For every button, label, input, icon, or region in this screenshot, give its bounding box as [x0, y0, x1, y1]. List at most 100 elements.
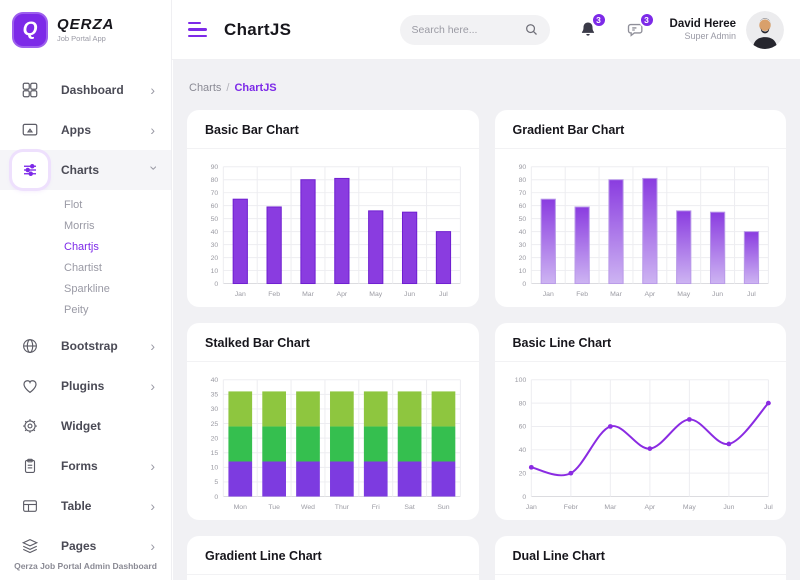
chevron-down-icon: ›	[146, 165, 163, 171]
message-badge: 3	[638, 11, 655, 28]
svg-text:Wed: Wed	[301, 504, 315, 511]
sidebar-item-plugins[interactable]: Plugins ›	[0, 366, 171, 406]
svg-text:0: 0	[522, 494, 526, 501]
svg-text:Jul: Jul	[747, 291, 756, 298]
search-bar[interactable]	[399, 14, 550, 45]
svg-text:20: 20	[211, 435, 219, 442]
breadcrumb: Charts / ChartJS	[189, 82, 786, 94]
chevron-right-icon: ›	[150, 458, 155, 474]
bell-icon	[578, 20, 598, 40]
sidebar-item-bootstrap[interactable]: Bootstrap ›	[0, 326, 171, 366]
search-input[interactable]	[411, 23, 524, 36]
svg-text:Sat: Sat	[404, 504, 414, 511]
submenu-item-flot[interactable]: Flot	[64, 198, 83, 211]
sidebar-item-pages[interactable]: Pages ›	[0, 526, 171, 566]
topbar: ChartJS 3 3 David Heree Super Admin	[172, 0, 800, 60]
gradient-bar-chart: 0 10 20 30 40 50 60 70 80 90 Jan Feb Mar Apr May Jun Jul	[495, 149, 787, 307]
svg-text:15: 15	[211, 450, 219, 457]
svg-text:Fri: Fri	[372, 504, 381, 511]
stalked-bar-chart: 0 5 10 15 20 25 30 35 40 Mon Tue Wed Thur Fri Sat Sun	[187, 362, 479, 520]
svg-text:60: 60	[211, 203, 219, 210]
svg-text:Mar: Mar	[604, 504, 617, 511]
sidebar: Q QERZA Job Portal App Dashboard › Apps …	[0, 0, 172, 580]
chevron-right-icon: ›	[150, 538, 155, 554]
card-title: Dual Line Chart	[494, 536, 786, 575]
sidebar-item-label: Plugins	[61, 379, 105, 393]
sidebar-item-dashboard[interactable]: Dashboard ›	[0, 70, 171, 110]
globe-icon	[12, 328, 48, 364]
svg-text:25: 25	[211, 421, 219, 428]
svg-text:60: 60	[518, 424, 526, 431]
dual-line-chart	[495, 575, 787, 580]
notification-badge: 3	[590, 11, 607, 28]
sidebar-item-apps[interactable]: Apps ›	[0, 110, 171, 150]
svg-text:Jul: Jul	[763, 504, 772, 511]
svg-text:90: 90	[518, 164, 526, 171]
basic-bar-chart-card: Basic Bar Chart 0 10 20 30 40 50 60 70 80 90 Jan Fe…	[187, 110, 479, 307]
hamburger-menu-icon[interactable]	[188, 21, 208, 38]
svg-text:Jan: Jan	[525, 504, 536, 511]
submenu-item-chartjs[interactable]: Chartjs	[64, 240, 99, 253]
svg-text:Jan: Jan	[235, 291, 246, 298]
apps-icon	[12, 112, 48, 148]
svg-text:30: 30	[518, 242, 526, 249]
sidebar-item-label: Charts	[61, 163, 100, 177]
svg-text:Mar: Mar	[610, 291, 623, 298]
card-title: Stalked Bar Chart	[187, 323, 479, 362]
user-menu[interactable]: David Heree Super Admin	[670, 10, 784, 49]
chart-grid: Basic Bar Chart 0 10 20 30 40 50 60 70 80 90 Jan Fe…	[187, 110, 786, 580]
gradient-line-chart	[187, 575, 479, 580]
svg-text:60: 60	[518, 203, 526, 210]
svg-text:Apr: Apr	[644, 504, 655, 511]
avatar[interactable]	[746, 10, 784, 49]
submenu-item-peity[interactable]: Peity	[64, 303, 89, 316]
sidebar-item-label: Bootstrap	[61, 339, 118, 353]
submenu-item-morris[interactable]: Morris	[64, 219, 95, 232]
search-icon[interactable]	[524, 22, 539, 37]
sidebar-item-label: Apps	[61, 123, 91, 137]
stalked-bar-chart-card: Stalked Bar Chart 0 5 10 15 20 25 30 35 40 Mon Tue…	[187, 323, 479, 520]
svg-text:50: 50	[211, 216, 219, 223]
submenu-item-sparkline[interactable]: Sparkline	[64, 282, 110, 295]
svg-text:80: 80	[518, 177, 526, 184]
sidebar-item-widget[interactable]: Widget	[0, 406, 171, 446]
chevron-right-icon: ›	[150, 338, 155, 354]
brand-logo[interactable]: Q QERZA Job Portal App	[0, 0, 171, 60]
breadcrumb-current: ChartJS	[234, 82, 277, 94]
svg-text:Tue: Tue	[268, 504, 280, 511]
svg-text:40: 40	[518, 447, 526, 454]
svg-text:0: 0	[214, 494, 218, 501]
basic-line-chart-card: Basic Line Chart 0 20 40 60 80 100 Jan Febr Mar A…	[494, 323, 786, 520]
svg-text:Apr: Apr	[337, 291, 348, 298]
svg-text:Feb: Feb	[576, 291, 588, 298]
gradient-bar-chart-card: Gradient Bar Chart 0 10 20 30 40 50 60 70 80 90 Ja…	[494, 110, 787, 307]
basic-bar-chart: 0 10 20 30 40 50 60 70 80 90 Jan Feb Mar Apr May Jun Jul	[187, 149, 479, 307]
sidebar-item-label: Table	[61, 499, 92, 513]
svg-text:100: 100	[514, 377, 526, 384]
dashboard-icon	[12, 72, 48, 108]
dual-line-chart-card: Dual Line Chart	[494, 536, 787, 580]
svg-text:May: May	[369, 291, 383, 298]
gradient-line-chart-card: Gradient Line Chart	[187, 536, 479, 580]
breadcrumb-parent[interactable]: Charts	[189, 82, 222, 94]
card-title: Basic Line Chart	[494, 323, 786, 362]
chevron-right-icon: ›	[150, 82, 155, 98]
sidebar-item-label: Dashboard	[61, 83, 124, 97]
svg-text:Mar: Mar	[302, 291, 315, 298]
clipboard-icon	[12, 448, 48, 484]
submenu-item-chartist[interactable]: Chartist	[64, 261, 102, 274]
notifications-button[interactable]: 3	[578, 11, 607, 40]
svg-text:20: 20	[518, 471, 526, 478]
sidebar-item-table[interactable]: Table ›	[0, 486, 171, 526]
messages-button[interactable]: 3	[626, 11, 655, 40]
svg-text:Jan: Jan	[542, 291, 553, 298]
svg-text:20: 20	[518, 255, 526, 262]
sidebar-item-forms[interactable]: Forms ›	[0, 446, 171, 486]
brand-name: QERZA	[57, 16, 115, 34]
card-title: Gradient Bar Chart	[494, 110, 786, 149]
svg-text:90: 90	[211, 164, 219, 171]
svg-text:Jul: Jul	[439, 291, 448, 298]
sidebar-item-charts[interactable]: Charts ›	[0, 150, 171, 190]
svg-text:Apr: Apr	[644, 291, 655, 298]
svg-text:30: 30	[211, 242, 219, 249]
